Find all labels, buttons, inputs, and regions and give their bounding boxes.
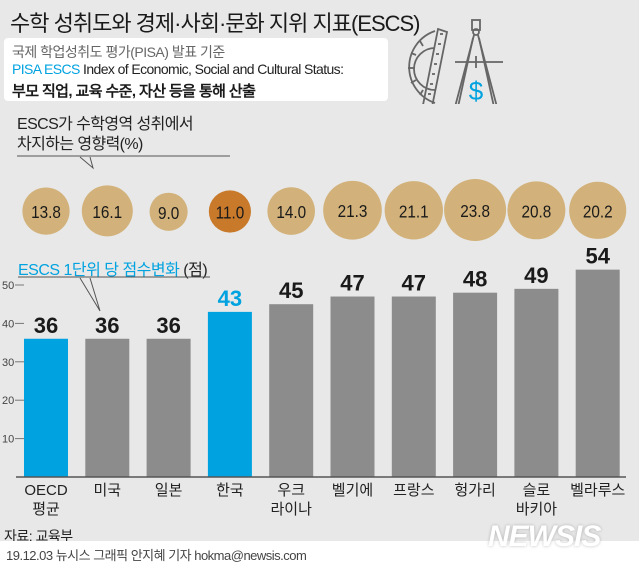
bubble-value-label: 14.0 [276, 202, 306, 222]
bar-value-label: 36 [95, 313, 119, 338]
bar [85, 338, 130, 477]
bubble [267, 187, 315, 235]
bar-value-label: 47 [340, 271, 364, 296]
bubble-value-label: 13.8 [31, 202, 61, 222]
y-tick-label: 50 [2, 280, 14, 292]
bubble-value-label: 23.8 [460, 201, 490, 221]
x-tick-label: 슬로 [523, 482, 551, 499]
bar [453, 292, 498, 477]
bar-value-label: 36 [34, 313, 58, 338]
bubble-value-label: 16.1 [92, 202, 122, 222]
chart: 13.8 16.1 9.0 11.0 14.0 21.3 21.1 23.8 20.8 20.2 … [2, 155, 627, 518]
bubble [384, 181, 443, 240]
x-tick-label: 헝가리 [454, 482, 495, 499]
bar [575, 269, 620, 477]
bubble-callout-pointer [79, 156, 94, 170]
bubble [444, 179, 507, 241]
bar-value-label: 49 [524, 263, 548, 288]
page-title: 수학 성취도와 경제·사회·문화 지위 지표(ESCS) [10, 11, 421, 36]
x-tick-label: 한국 [216, 482, 244, 499]
bubble [208, 190, 251, 233]
bar-section-label: ESCS 1단위 당 점수변화 (점) [18, 256, 208, 280]
y-tick-label: 40 [2, 318, 14, 330]
x-tick-label: 미국 [93, 482, 121, 499]
bar-label-text: ESCS 1단위 당 점수변화 [18, 262, 180, 279]
info-accent-text: PISA ESCS [12, 61, 80, 77]
y-tick-label: 30 [2, 357, 14, 369]
bar [24, 338, 68, 477]
bubble-value-label: 21.1 [399, 201, 429, 221]
bar-callout-pointer [79, 277, 101, 312]
x-tick-label: 프랑스 [393, 482, 435, 499]
bar [146, 338, 191, 477]
bar [269, 304, 314, 477]
bubble-value-label: 9.0 [158, 203, 179, 223]
compass-head [471, 19, 481, 31]
bubble-label-line1: ESCS가 수학영역 성취에서 [17, 116, 194, 133]
bar-label-unit: (점) [179, 262, 208, 279]
bar-value-label: 54 [585, 244, 610, 269]
bubble-section-label: ESCS가 수학영역 성취에서 차지하는 영향력(%) [17, 115, 194, 155]
x-tick-label: 벨기에 [332, 482, 373, 499]
bar [514, 288, 559, 477]
bar [207, 311, 252, 477]
bar [330, 296, 375, 477]
x-tick-label: 벨라루스 [570, 482, 625, 499]
newsis-logo: NEWSIS [488, 520, 601, 553]
info-calc-text: 부모 직업, 교육 수준, 자산 등을 통해 산출 [12, 83, 256, 100]
info-box: 국제 학업성취도 평가(PISA) 발표 기준 PISA ESCS Index … [4, 38, 388, 101]
info-basis-text: 국제 학업성취도 평가(PISA) 발표 기준 [12, 44, 225, 60]
bar [391, 296, 436, 477]
source-text: 자료: 교육부 [4, 528, 73, 544]
bubble-value-label: 21.3 [338, 201, 368, 221]
bubble-value-label: 20.8 [522, 201, 552, 221]
info-definition-text: PISA ESCS Index of Economic, Social and … [12, 61, 344, 77]
x-tick-label: 바키아 [516, 501, 558, 518]
bar-value-label: 43 [218, 286, 242, 311]
bubble-label-line2: 차지하는 영향력(%) [17, 136, 143, 153]
x-tick-label: 우크 [277, 482, 305, 499]
bubble-value-label: 20.2 [583, 201, 613, 221]
x-tick-label: OECD [24, 482, 68, 499]
x-tick-label: 일본 [155, 482, 183, 499]
bubble [81, 185, 133, 237]
bubble [149, 192, 188, 231]
bar-value-label: 47 [402, 271, 426, 296]
ruler-shape [422, 27, 449, 104]
bubble [22, 187, 70, 235]
bar-value-label: 48 [463, 267, 487, 292]
bar-value-label: 36 [156, 313, 180, 338]
footer-bar: 19.12.03 뉴시스 그래픽 안지혜 기자 hokma@newsis.com [0, 541, 639, 566]
protractor-compass-dollar-icon: $ [408, 19, 503, 104]
bubble [569, 181, 627, 239]
bubble-value-label: 11.0 [216, 202, 245, 222]
bar-value-label: 45 [279, 278, 303, 303]
y-tick-label: 10 [2, 434, 14, 446]
credit-text: 19.12.03 뉴시스 그래픽 안지혜 기자 hokma@newsis.com [6, 548, 307, 563]
bubble [323, 180, 382, 240]
bubble [507, 181, 566, 240]
y-tick-label: 20 [2, 395, 14, 407]
x-tick-label: 라이나 [270, 501, 312, 518]
info-definition-rest: Index of Economic, Social and Cultural S… [79, 61, 344, 77]
dollar-sign: $ [469, 76, 484, 104]
x-tick-label: 평균 [32, 501, 60, 518]
